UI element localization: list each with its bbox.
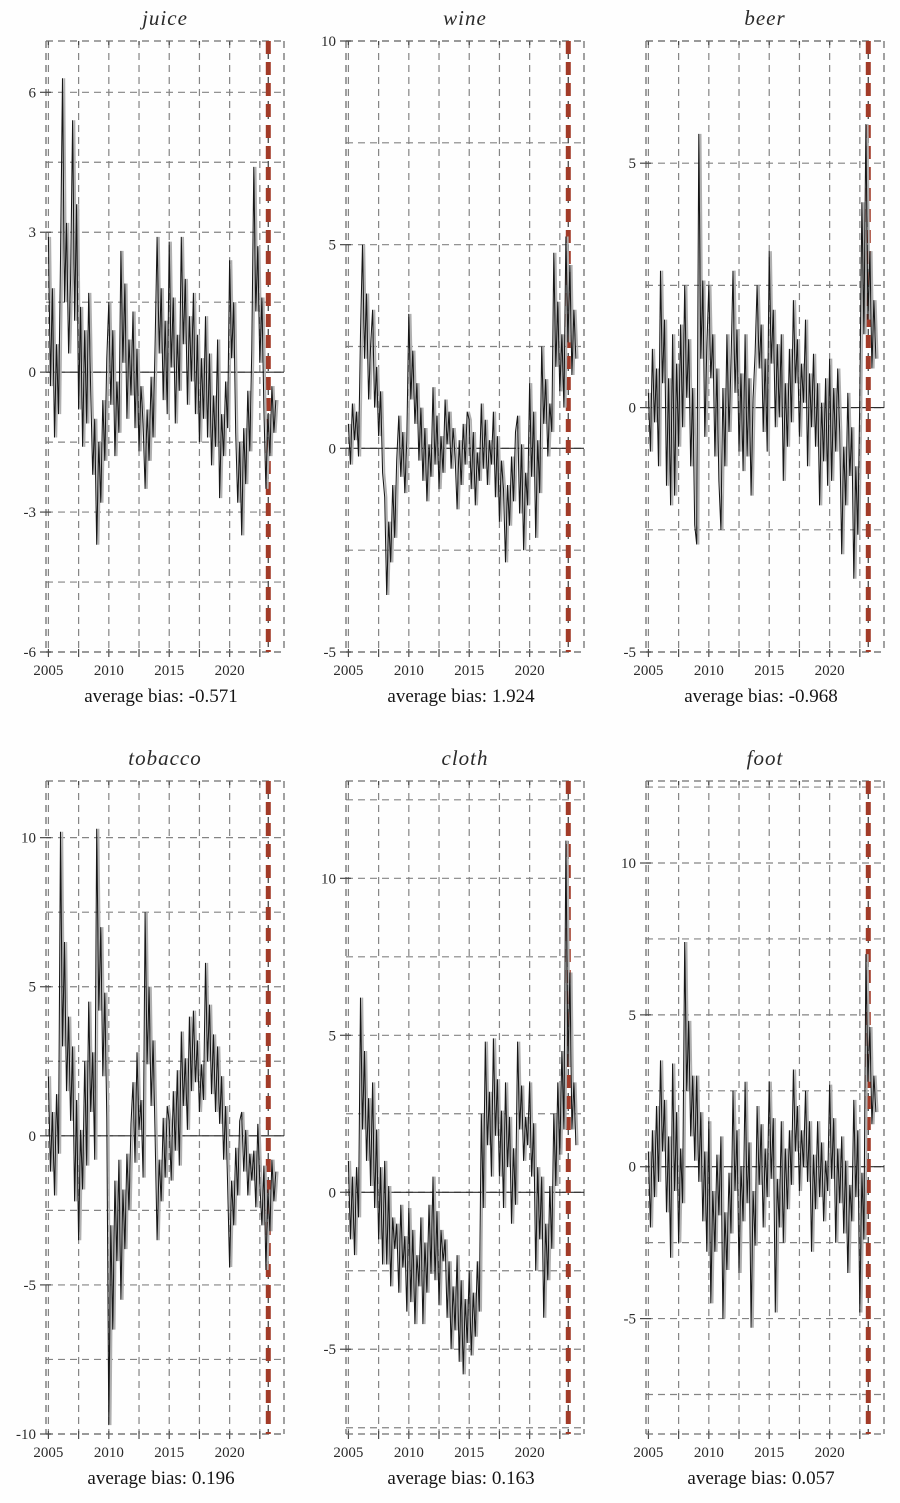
chart-title-cloth: cloth: [441, 746, 489, 770]
svg-text:-6: -6: [24, 645, 37, 661]
svg-text:2010: 2010: [694, 663, 724, 679]
svg-text:2020: 2020: [515, 1445, 545, 1461]
svg-text:2015: 2015: [754, 1445, 784, 1461]
svg-text:2010: 2010: [694, 1445, 724, 1461]
average-bias-caption-wine: average bias: 1.924: [387, 686, 535, 707]
svg-text:2005: 2005: [633, 1445, 663, 1461]
svg-text:2020: 2020: [215, 663, 245, 679]
svg-text:5: 5: [629, 1008, 637, 1024]
svg-text:2015: 2015: [454, 663, 484, 679]
chart-cell-tobacco: tobacco -10 -5 0 5 10 2005 2010 2015 2020 averag…: [0, 740, 300, 1503]
svg-text:0: 0: [629, 1160, 637, 1176]
svg-text:-3: -3: [24, 505, 37, 521]
svg-text:10: 10: [21, 831, 36, 847]
chart-cell-juice: juice -6 -3 0 3 6 2005 2010 2015 2020 average bi…: [0, 0, 300, 740]
plot-juice: -6 -3 0 3 6 2005 2010 2015 2020: [24, 40, 285, 679]
chart-title-beer: beer: [744, 6, 786, 30]
svg-text:10: 10: [321, 871, 336, 887]
svg-text:2005: 2005: [33, 663, 63, 679]
average-bias-caption-juice: average bias: -0.571: [84, 686, 238, 707]
svg-text:2020: 2020: [815, 663, 845, 679]
chart-title-wine: wine: [443, 6, 487, 30]
plot-tobacco: -10 -5 0 5 10 2005 2010 2015 2020: [16, 780, 285, 1461]
svg-text:2005: 2005: [333, 1445, 363, 1461]
svg-text:-5: -5: [324, 1342, 337, 1358]
average-bias-caption-beer: average bias: -0.968: [684, 686, 838, 707]
plot-beer: -5 0 5 2005 2010 2015 2020: [624, 40, 885, 679]
svg-text:0: 0: [629, 401, 637, 417]
average-bias-caption-tobacco: average bias: 0.196: [87, 1468, 235, 1489]
svg-text:5: 5: [29, 980, 37, 996]
chart-cell-beer: beer -5 0 5 2005 2010 2015 2020 average bias: …: [600, 0, 900, 740]
chart-title-tobacco: tobacco: [128, 746, 202, 770]
plot-wine: -5 0 5 10 2005 2010 2015 2020: [321, 36, 585, 679]
svg-text:5: 5: [329, 238, 337, 254]
svg-text:5: 5: [629, 156, 637, 172]
svg-text:2010: 2010: [94, 1445, 124, 1461]
plot-foot: -5 0 5 10 2005 2010 2015 2020: [621, 780, 885, 1461]
svg-text:2020: 2020: [815, 1445, 845, 1461]
svg-text:2005: 2005: [633, 663, 663, 679]
svg-text:10: 10: [621, 856, 636, 872]
svg-text:0: 0: [29, 365, 37, 381]
svg-text:2015: 2015: [454, 1445, 484, 1461]
svg-text:0: 0: [329, 1185, 337, 1201]
chart-title-juice: juice: [142, 6, 188, 30]
svg-text:0: 0: [29, 1129, 37, 1145]
svg-text:2020: 2020: [515, 663, 545, 679]
svg-text:2005: 2005: [333, 663, 363, 679]
average-bias-caption-cloth: average bias: 0.163: [387, 1468, 535, 1489]
plot-cloth: -5 0 5 10 2005 2010 2015 2020: [321, 780, 585, 1461]
svg-text:6: 6: [29, 85, 37, 101]
svg-text:2010: 2010: [394, 1445, 424, 1461]
svg-text:2020: 2020: [215, 1445, 245, 1461]
chart-title-foot: foot: [746, 746, 784, 770]
svg-text:2010: 2010: [394, 663, 424, 679]
svg-text:2010: 2010: [94, 663, 124, 679]
svg-text:-5: -5: [24, 1278, 37, 1294]
svg-text:-5: -5: [624, 1312, 637, 1328]
average-bias-caption-foot: average bias: 0.057: [687, 1468, 835, 1489]
chart-cell-wine: wine -5 0 5 10 2005 2010 2015 2020 average bias…: [300, 0, 600, 740]
svg-text:2005: 2005: [33, 1445, 63, 1461]
svg-text:10: 10: [321, 36, 336, 50]
svg-text:0: 0: [329, 441, 337, 457]
svg-text:2015: 2015: [154, 1445, 184, 1461]
svg-text:2015: 2015: [754, 663, 784, 679]
svg-text:-5: -5: [324, 645, 337, 661]
svg-text:-10: -10: [16, 1427, 36, 1443]
svg-text:-5: -5: [624, 645, 637, 661]
svg-text:3: 3: [29, 225, 37, 241]
chart-cell-foot: foot -5 0 5 10 2005 2010 2015 2020 average bias…: [600, 740, 900, 1503]
svg-text:2015: 2015: [154, 663, 184, 679]
chart-cell-cloth: cloth -5 0 5 10 2005 2010 2015 2020 average bia…: [300, 740, 600, 1503]
svg-text:5: 5: [329, 1028, 337, 1044]
